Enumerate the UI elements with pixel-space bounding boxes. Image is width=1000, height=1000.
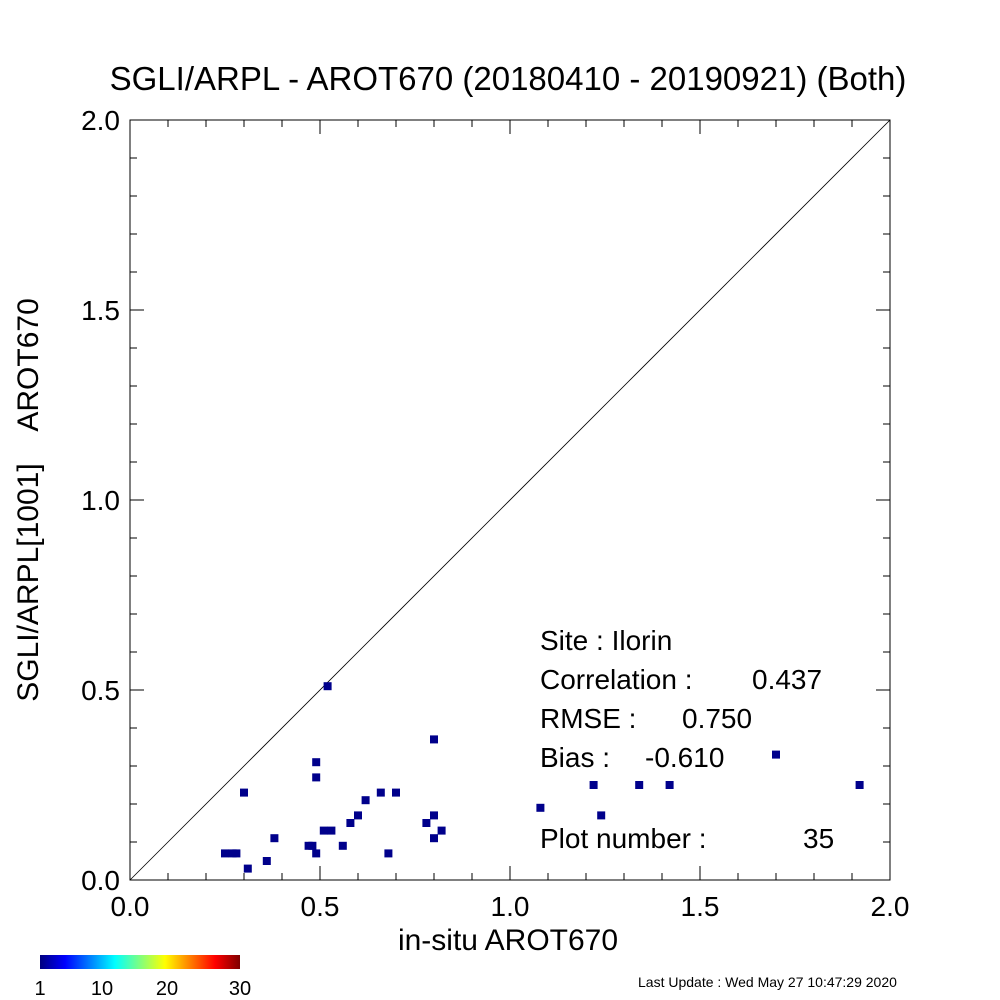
y-axis-label: SGLI/ARPL[1001] AROT670 [12, 298, 45, 702]
data-point [376, 788, 385, 797]
data-point [597, 811, 606, 820]
data-point [270, 834, 279, 843]
rmse-value: 0.750 [682, 703, 752, 734]
colorbar-tick-label: 20 [156, 978, 178, 1000]
colorbar: 1 10 20 30 [34, 955, 251, 1000]
plot-number-value: 35 [803, 823, 834, 854]
data-point [772, 750, 780, 759]
data-point [384, 849, 393, 858]
y-tick-label: 0.5 [81, 675, 120, 706]
axis-ticks [129, 119, 891, 881]
bias-label: Bias : [540, 742, 610, 773]
data-point [308, 841, 317, 850]
x-tick-labels: 0.0 0.5 1.0 1.5 2.0 [111, 891, 910, 922]
correlation-label: Correlation : [540, 664, 693, 695]
data-point [361, 796, 370, 805]
data-point [536, 803, 545, 812]
site-text: Site : Ilorin [540, 625, 672, 656]
colorbar-gradient [40, 955, 240, 969]
data-point [635, 781, 644, 789]
data-point [354, 811, 362, 820]
data-point [422, 819, 431, 827]
x-tick-label: 1.5 [681, 891, 720, 922]
colorbar-tick-label: 1 [34, 978, 45, 1000]
x-axis-label: in-situ AROT670 [398, 924, 618, 957]
data-point [855, 781, 864, 789]
y-tick-labels: 0.0 0.5 1.0 1.5 2.0 [81, 105, 120, 896]
data-point [262, 857, 271, 865]
correlation-value: 0.437 [752, 664, 822, 695]
data-point [346, 819, 355, 827]
colorbar-tick-label: 30 [229, 978, 251, 1000]
colorbar-ticks: 1 10 20 30 [34, 978, 251, 1000]
data-point [243, 864, 252, 873]
data-point [312, 773, 321, 782]
data-point [232, 849, 241, 858]
data-point [338, 841, 347, 850]
data-points [221, 682, 864, 873]
y-tick-label: 1.5 [81, 295, 120, 326]
data-point [430, 834, 438, 843]
stats-panel: Site : Ilorin Correlation : 0.437 RMSE :… [540, 625, 834, 854]
y-tick-label: 0.0 [81, 865, 120, 896]
plot-number-label: Plot number : [540, 823, 707, 854]
one-to-one-line [129, 119, 891, 881]
data-point [312, 758, 321, 767]
data-point [327, 826, 336, 835]
data-point [665, 781, 674, 789]
data-point [221, 849, 229, 858]
y-tick-label: 1.0 [81, 485, 120, 516]
data-point [589, 781, 598, 789]
data-point [319, 826, 328, 835]
chart-title: SGLI/ARPL - AROT670 (20180410 - 20190921… [110, 60, 907, 97]
colorbar-tick-label: 10 [91, 978, 113, 1000]
data-point [430, 735, 438, 744]
x-tick-label: 1.0 [491, 891, 530, 922]
x-tick-label: 0.0 [111, 891, 150, 922]
bias-value: -0.610 [645, 742, 724, 773]
y-tick-label: 2.0 [81, 105, 120, 136]
data-point [240, 788, 248, 797]
last-update-text: Last Update : Wed May 27 10:47:29 2020 [638, 974, 897, 990]
data-point [323, 682, 332, 691]
data-point [430, 811, 438, 820]
x-tick-label: 2.0 [871, 891, 910, 922]
rmse-label: RMSE : [540, 703, 636, 734]
x-tick-label: 0.5 [301, 891, 340, 922]
data-point [312, 849, 321, 858]
data-point [392, 788, 400, 797]
data-point [437, 826, 446, 835]
